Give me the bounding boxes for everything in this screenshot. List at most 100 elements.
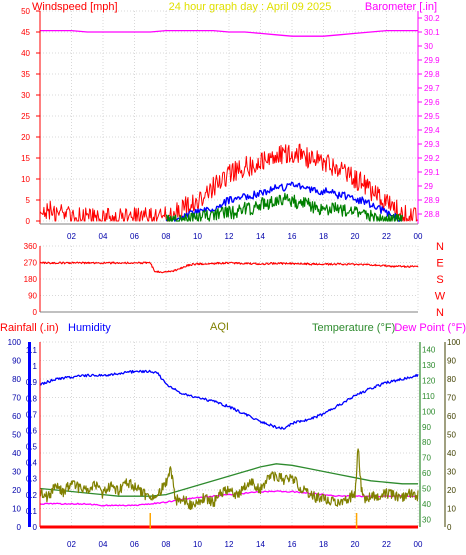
windspeed-tick-label-0: 0 bbox=[26, 217, 31, 226]
windspeed-tick-label-10: 50 bbox=[21, 7, 30, 16]
windspeed-x-tick-label-9: 20 bbox=[351, 232, 360, 241]
windspeed-lull-line bbox=[165, 192, 403, 222]
rainfall-tick-label-11: 1.1 bbox=[26, 346, 38, 355]
windspeed-tick-label-4: 20 bbox=[21, 133, 30, 142]
rainfall-tick-label-7: 0.7 bbox=[26, 410, 38, 419]
compass-label-1: W bbox=[435, 291, 446, 303]
windspeed-x-tick-label-5: 12 bbox=[225, 232, 234, 241]
rainfall-tick-label-3: 0.3 bbox=[26, 475, 38, 484]
aqi-tick-label-9: 90 bbox=[447, 357, 456, 366]
panel3-x-tick-label-6: 14 bbox=[256, 540, 265, 549]
barometer-tick-label-7: 29.5 bbox=[424, 112, 440, 121]
barometer-tick-label-10: 29.8 bbox=[424, 70, 440, 79]
rainfall-tick-label-5: 0.5 bbox=[26, 443, 38, 452]
barometer-tick-label-6: 29.4 bbox=[424, 126, 440, 135]
temperature-tick-label-5: 80 bbox=[422, 438, 431, 447]
rainfall-tick-label-1: 0.1 bbox=[26, 507, 38, 516]
aqi-tick-label-2: 20 bbox=[447, 486, 456, 495]
barometer-tick-label-12: 30 bbox=[424, 42, 433, 51]
aqi-tick-label-10: 100 bbox=[447, 338, 461, 347]
aqi-tick-label-4: 40 bbox=[447, 449, 456, 458]
humidity-label: Humidity bbox=[68, 322, 111, 334]
windspeed-x-tick-label-6: 14 bbox=[256, 232, 265, 241]
barometer-tick-label-4: 29.2 bbox=[424, 154, 440, 163]
temperature-tick-label-1: 40 bbox=[422, 500, 431, 509]
grid-layer bbox=[40, 10, 419, 528]
humidity-tick-label-2: 20 bbox=[12, 486, 21, 495]
temperature-tick-label-2: 50 bbox=[422, 484, 431, 493]
graph-title: 24 hour graph day : April 09 2025 bbox=[169, 1, 332, 13]
windspeed-x-tick-label-2: 06 bbox=[130, 232, 139, 241]
panel3-x-tick-label-4: 10 bbox=[193, 540, 202, 549]
direction-tick-label-4: 360 bbox=[24, 242, 38, 251]
windspeed-axis-title: Windspeed [mph] bbox=[32, 1, 118, 13]
panel3-x-tick-label-10: 22 bbox=[382, 540, 391, 549]
windspeed-tick-label-5: 25 bbox=[21, 112, 30, 121]
barometer-tick-label-9: 29.7 bbox=[424, 84, 440, 93]
wind-direction-line bbox=[39, 261, 419, 274]
panel3-x-tick-label-8: 18 bbox=[319, 540, 328, 549]
barometer-tick-label-14: 30.2 bbox=[424, 14, 440, 23]
windspeed-tick-label-2: 10 bbox=[21, 175, 30, 184]
windspeed-x-tick-label-1: 04 bbox=[99, 232, 108, 241]
windspeed-x-tick-label-3: 08 bbox=[162, 232, 171, 241]
direction-tick-label-0: 0 bbox=[33, 308, 38, 317]
panel3-x-tick-label-1: 04 bbox=[99, 540, 108, 549]
windspeed-x-tick-label-10: 22 bbox=[382, 232, 391, 241]
humidity-tick-label-5: 50 bbox=[12, 431, 21, 440]
panel3-x-tick-label-5: 12 bbox=[225, 540, 234, 549]
aqi-tick-label-7: 70 bbox=[447, 394, 456, 403]
aqi-label: AQI bbox=[210, 321, 229, 333]
dewpoint-label: Dew Point (°F) bbox=[394, 322, 466, 334]
panel3-x-tick-label-2: 06 bbox=[130, 540, 139, 549]
compass-label-2: S bbox=[436, 274, 443, 286]
direction-tick-label-2: 180 bbox=[24, 275, 38, 284]
windspeed-tick-label-3: 15 bbox=[21, 154, 30, 163]
barometer-tick-label-5: 29.3 bbox=[424, 140, 440, 149]
barometer-line bbox=[40, 29, 418, 37]
temperature-tick-label-4: 70 bbox=[422, 454, 431, 463]
barometer-tick-label-13: 30.1 bbox=[424, 28, 440, 37]
windspeed-tick-label-8: 40 bbox=[21, 49, 30, 58]
humidity-tick-label-10: 100 bbox=[8, 338, 22, 347]
barometer-tick-label-8: 29.6 bbox=[424, 98, 440, 107]
rainfall-tick-label-4: 0.4 bbox=[26, 459, 38, 468]
aqi-tick-label-0: 0 bbox=[447, 523, 452, 532]
humidity-tick-label-3: 30 bbox=[12, 468, 21, 477]
windspeed-x-tick-label-7: 16 bbox=[288, 232, 297, 241]
rainfall-tick-label-6: 0.6 bbox=[26, 426, 38, 435]
temperature-tick-label-6: 90 bbox=[422, 423, 431, 432]
barometer-tick-label-0: 28.8 bbox=[424, 210, 440, 219]
compass-label-0: N bbox=[436, 307, 444, 319]
rainfall-tick-label-10: 1 bbox=[33, 362, 38, 371]
compass-label-4: N bbox=[436, 241, 444, 253]
rainfall-label: Rainfall (.in) bbox=[0, 322, 59, 334]
compass-label-3: E bbox=[436, 258, 443, 270]
humidity-tick-label-6: 60 bbox=[12, 412, 21, 421]
humidity-line bbox=[39, 369, 419, 430]
humidity-tick-label-9: 90 bbox=[12, 357, 21, 366]
humidity-tick-label-4: 40 bbox=[12, 449, 21, 458]
barometer-tick-label-3: 29.1 bbox=[424, 168, 440, 177]
humidity-tick-label-0: 0 bbox=[17, 523, 22, 532]
panel3-x-tick-label-3: 08 bbox=[162, 540, 171, 549]
aqi-tick-label-6: 60 bbox=[447, 412, 456, 421]
rainfall-tick-label-2: 0.2 bbox=[26, 491, 38, 500]
windspeed-x-tick-label-8: 18 bbox=[319, 232, 328, 241]
humidity-tick-label-7: 70 bbox=[12, 394, 21, 403]
temperature-label: Temperature (°F) bbox=[312, 322, 395, 334]
temperature-tick-label-9: 120 bbox=[422, 377, 436, 386]
humidity-axis-bar bbox=[28, 342, 31, 527]
windspeed-tick-label-1: 5 bbox=[26, 196, 31, 205]
windspeed-tick-label-9: 45 bbox=[21, 28, 30, 37]
windspeed-tick-label-6: 30 bbox=[21, 91, 30, 100]
series-layer bbox=[39, 29, 419, 529]
temperature-tick-label-10: 130 bbox=[422, 361, 436, 370]
panel3-x-tick-label-0: 02 bbox=[67, 540, 76, 549]
barometer-tick-label-2: 29 bbox=[424, 182, 433, 191]
panel3-x-tick-label-11: 00 bbox=[414, 540, 423, 549]
aqi-tick-label-5: 50 bbox=[447, 431, 456, 440]
aqi-tick-label-1: 10 bbox=[447, 505, 456, 514]
